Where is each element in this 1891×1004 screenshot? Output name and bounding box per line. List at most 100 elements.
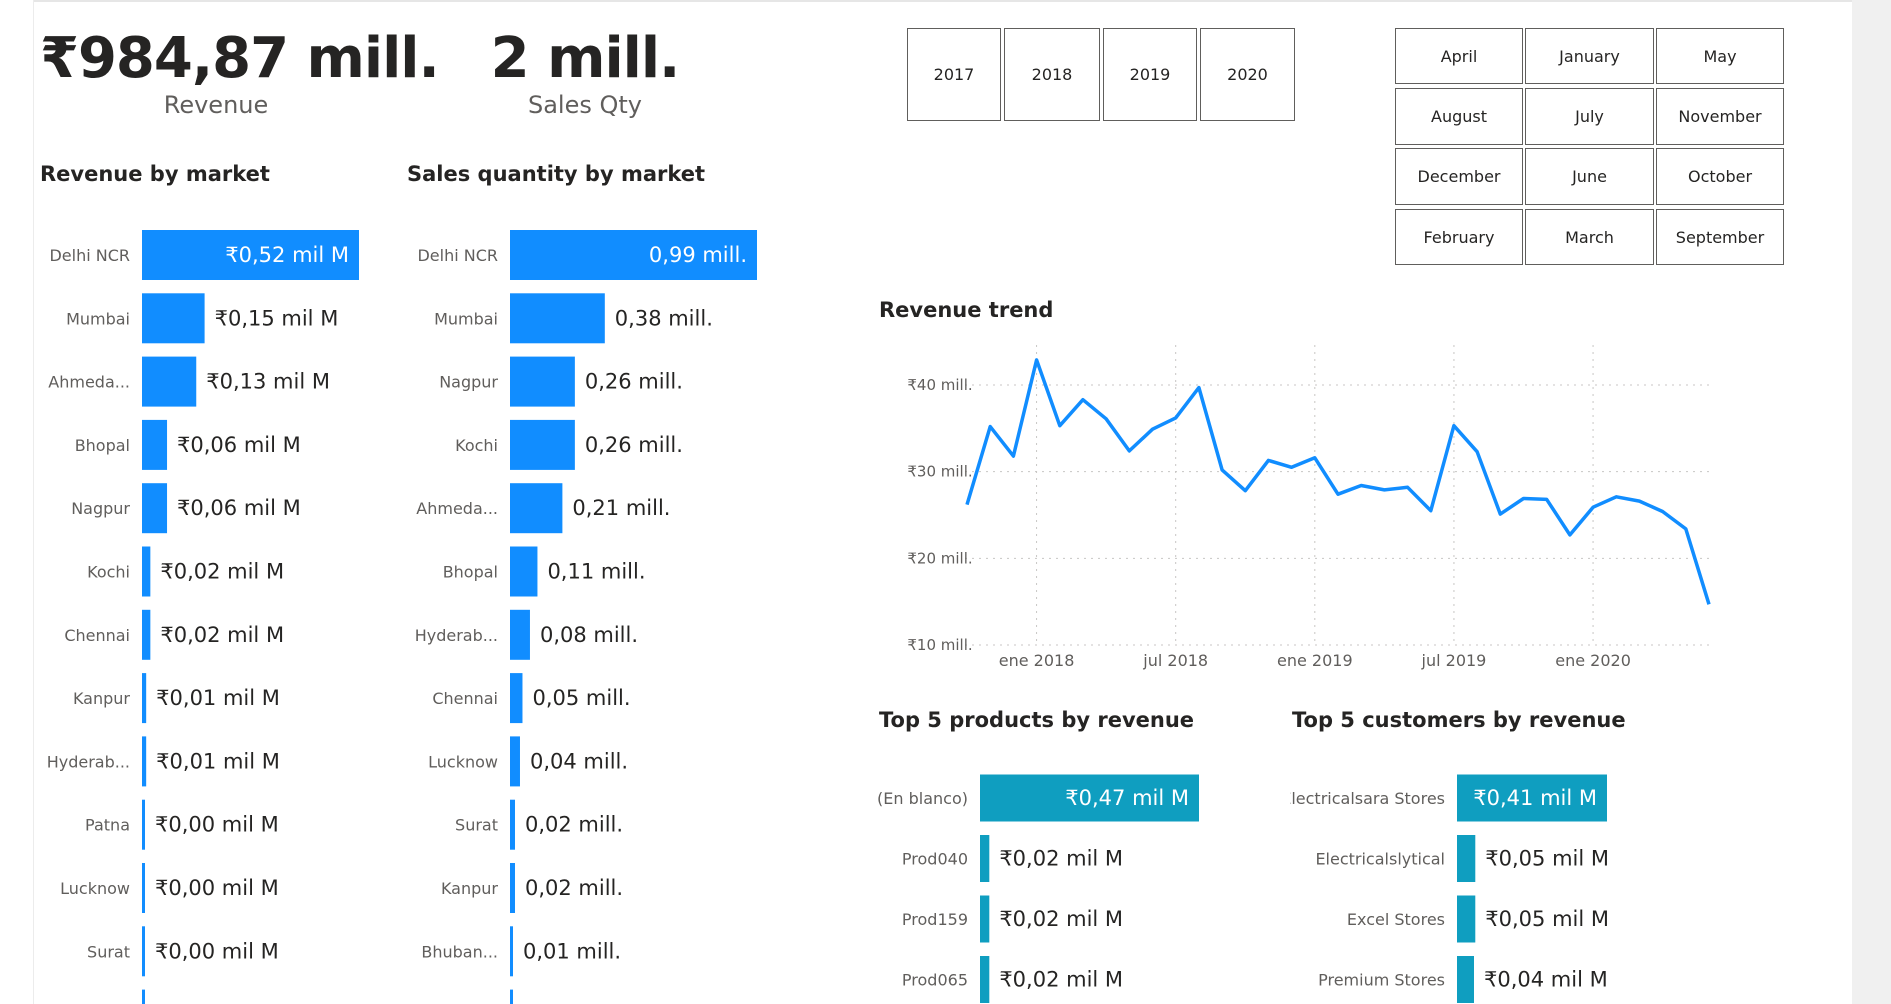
trend-point[interactable] xyxy=(1587,501,1599,513)
top-products-chart: (En blanco) ₹0,47 mil M Prod040 ₹0,02 mil M… xyxy=(877,774,1199,1003)
bar[interactable] xyxy=(510,356,575,407)
bar[interactable] xyxy=(510,230,757,280)
trend-point[interactable] xyxy=(1425,505,1437,517)
year-slicer-2019-button[interactable]: 2019 xyxy=(1103,28,1197,121)
bar[interactable] xyxy=(142,673,147,724)
bar[interactable] xyxy=(1457,895,1476,943)
trend-point[interactable] xyxy=(1541,493,1553,505)
bar[interactable] xyxy=(510,483,563,534)
trend-point[interactable] xyxy=(1100,413,1112,425)
bar[interactable] xyxy=(142,356,197,407)
bar[interactable] xyxy=(510,736,520,787)
trend-point[interactable] xyxy=(1216,464,1228,476)
year-slicer-2017-button[interactable]: 2017 xyxy=(907,28,1001,121)
bar[interactable] xyxy=(142,799,145,850)
trend-point[interactable] xyxy=(1378,484,1390,496)
trend-point[interactable] xyxy=(1564,529,1576,541)
trend-point[interactable] xyxy=(1355,480,1367,492)
trend-point[interactable] xyxy=(1147,423,1159,435)
trend-point[interactable] xyxy=(1031,354,1043,366)
revenue-kpi-card: ₹984,87 mill. Revenue xyxy=(40,26,440,119)
trend-point[interactable] xyxy=(1332,488,1344,500)
top-customers-chart: Electricalsara Stores ₹0,41 mil M Electric… xyxy=(1290,774,1609,1003)
bar[interactable] xyxy=(510,546,538,597)
bar[interactable] xyxy=(510,926,513,977)
month-slicer-january-button[interactable]: January xyxy=(1525,28,1654,84)
bar[interactable] xyxy=(142,483,168,534)
month-slicer-april-button[interactable]: April xyxy=(1395,28,1523,84)
trend-point[interactable] xyxy=(1610,491,1622,503)
trend-point[interactable] xyxy=(1077,394,1089,406)
bar[interactable] xyxy=(980,835,990,882)
trend-point[interactable] xyxy=(984,421,996,433)
bar[interactable] xyxy=(980,774,1199,822)
y-tick-label: ₹40 mill. xyxy=(907,376,972,394)
category-label: Premium Stores xyxy=(1318,971,1445,990)
trend-point[interactable] xyxy=(1494,508,1506,520)
month-slicer-september-button[interactable]: September xyxy=(1656,209,1784,265)
year-slicer-2018-button[interactable]: 2018 xyxy=(1004,28,1100,121)
bar[interactable] xyxy=(142,230,359,280)
trend-point[interactable] xyxy=(1680,523,1692,535)
bar[interactable] xyxy=(1457,956,1474,1003)
month-slicer-march-button[interactable]: March xyxy=(1525,209,1654,265)
trend-point[interactable] xyxy=(1239,485,1251,497)
month-slicer-may-button[interactable]: May xyxy=(1656,28,1784,84)
bar[interactable] xyxy=(980,895,990,943)
month-slicer-october-button[interactable]: October xyxy=(1656,148,1784,205)
bar[interactable] xyxy=(1457,835,1476,882)
bar[interactable] xyxy=(142,736,147,787)
month-slicer-february-button[interactable]: February xyxy=(1395,209,1523,265)
bar[interactable] xyxy=(142,546,151,597)
bar[interactable] xyxy=(510,799,515,850)
trend-point[interactable] xyxy=(1007,450,1019,462)
bar[interactable] xyxy=(510,609,530,660)
bar[interactable] xyxy=(142,863,145,913)
trend-point[interactable] xyxy=(1054,420,1066,432)
revenue-trend-line[interactable] xyxy=(965,358,1711,605)
category-label: (En blanco) xyxy=(877,789,968,808)
revenue-trend-chart: ₹10 mill. ₹20 mill. ₹30 mill. ₹40 mill. ene … xyxy=(907,345,1715,670)
bar[interactable] xyxy=(510,419,575,470)
trend-point[interactable] xyxy=(1633,495,1645,507)
trend-point[interactable] xyxy=(961,499,973,511)
category-label: Surat xyxy=(455,816,498,835)
trend-point[interactable] xyxy=(1193,382,1205,394)
category-label: Kochi xyxy=(455,436,498,455)
trend-point[interactable] xyxy=(1657,506,1669,518)
month-slicer-august-button[interactable]: August xyxy=(1395,88,1523,145)
data-label: ₹0,05 mil M xyxy=(1485,907,1609,931)
month-slicer-november-button[interactable]: November xyxy=(1656,88,1784,145)
category-label: Kochi xyxy=(87,563,130,582)
trend-point[interactable] xyxy=(1309,452,1321,464)
trend-point[interactable] xyxy=(1471,446,1483,458)
month-slicer-december-button[interactable]: December xyxy=(1395,148,1523,205)
bar[interactable] xyxy=(980,956,990,1003)
bar[interactable] xyxy=(510,863,515,913)
month-slicer-june-button[interactable]: June xyxy=(1525,148,1654,205)
bar[interactable] xyxy=(142,989,145,1004)
trend-point[interactable] xyxy=(1170,412,1182,424)
bar[interactable] xyxy=(510,989,513,1004)
data-label: 0,02 mill. xyxy=(525,876,623,900)
trend-point[interactable] xyxy=(1402,481,1414,493)
bar[interactable] xyxy=(142,609,151,660)
y-tick-label: ₹10 mill. xyxy=(907,636,972,654)
trend-point[interactable] xyxy=(1703,598,1715,610)
bar[interactable] xyxy=(510,293,605,344)
bar[interactable] xyxy=(142,419,168,470)
bar[interactable] xyxy=(510,673,523,724)
bar[interactable] xyxy=(142,926,145,977)
trend-point[interactable] xyxy=(1448,420,1460,432)
category-label: Hyderab... xyxy=(415,626,498,645)
trend-point[interactable] xyxy=(1123,445,1135,457)
data-label: 0,01 mill. xyxy=(523,939,621,963)
trend-point[interactable] xyxy=(1262,454,1274,466)
trend-point[interactable] xyxy=(1286,461,1298,473)
trend-point[interactable] xyxy=(1518,493,1530,505)
bar[interactable] xyxy=(142,293,205,344)
month-slicer-july-button[interactable]: July xyxy=(1525,88,1654,145)
bar[interactable] xyxy=(1457,774,1607,822)
year-slicer-2020-button[interactable]: 2020 xyxy=(1200,28,1295,121)
data-label: 0,08 mill. xyxy=(540,623,638,647)
